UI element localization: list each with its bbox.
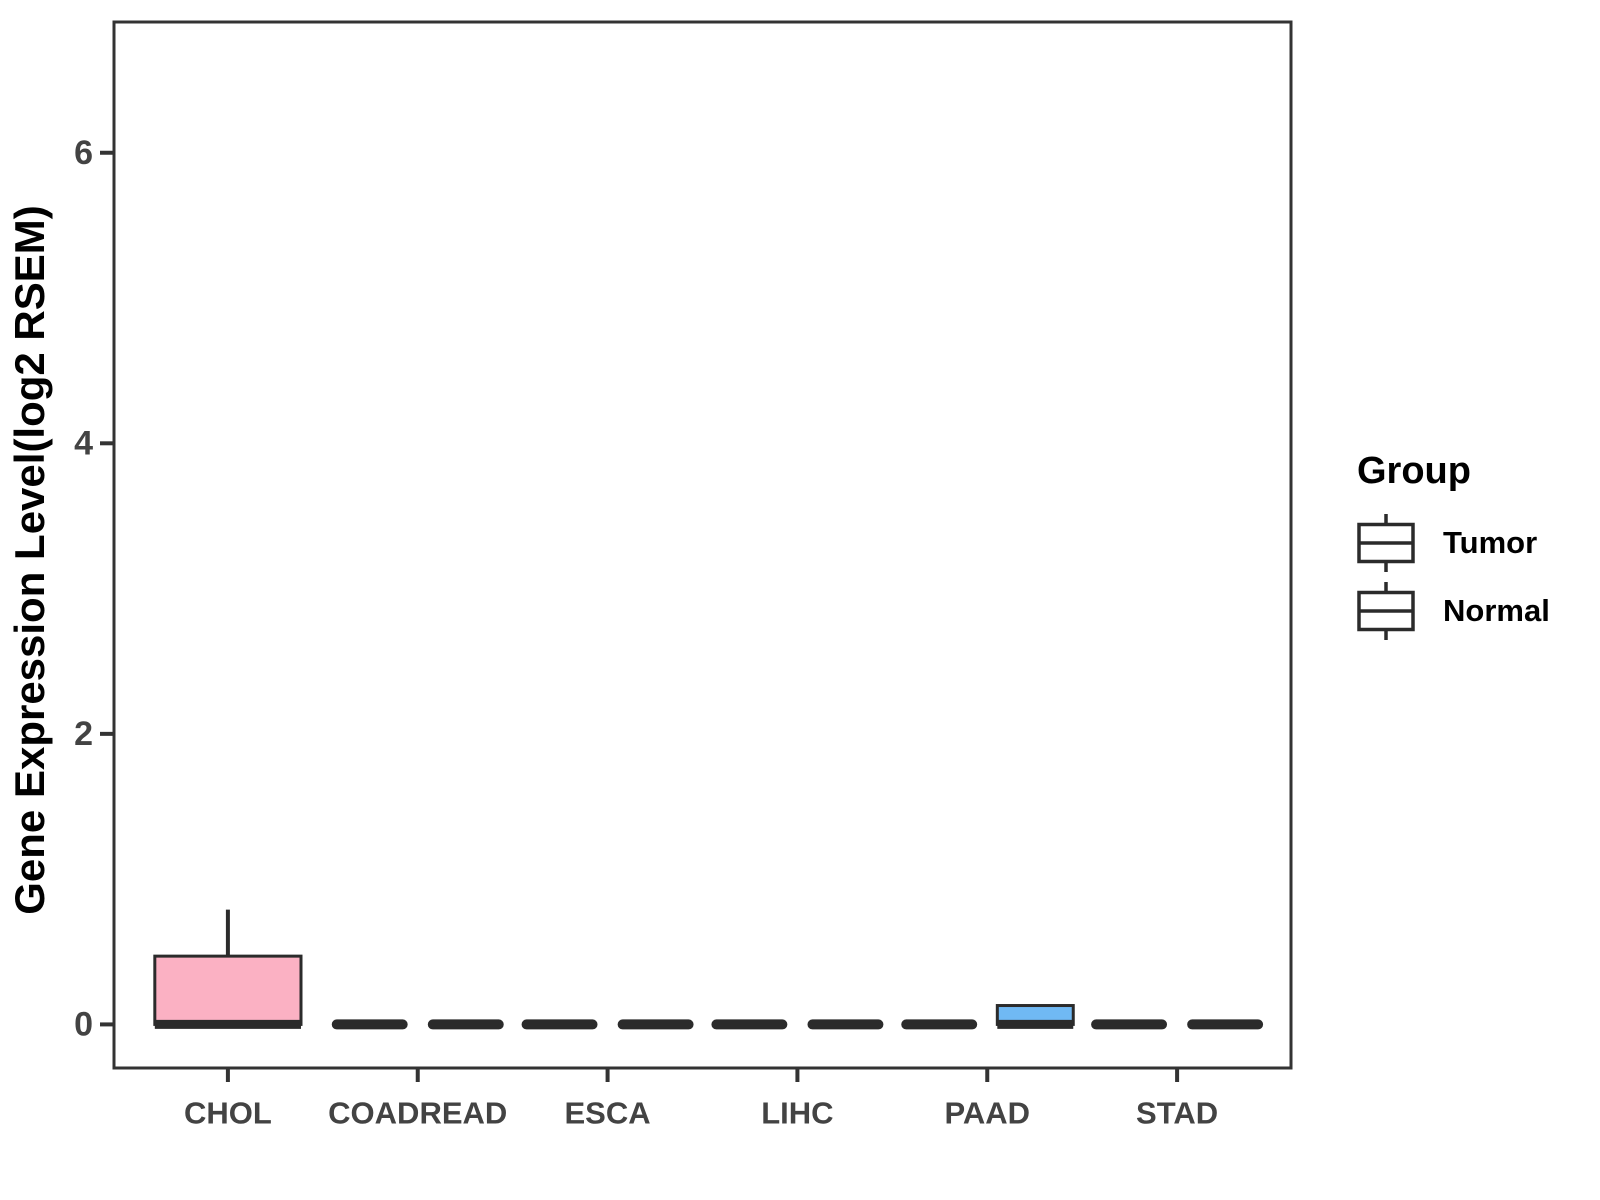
box-COADREAD-Tumor-collapsed [331, 1019, 408, 1030]
panel-border [112, 20, 1293, 1070]
y-tick-label-4: 4 [74, 424, 93, 462]
tumor-boxplot-key-icon [1357, 514, 1415, 572]
x-tick-label-COADREAD: COADREAD [328, 1096, 507, 1131]
legend-label-normal: Normal [1443, 593, 1550, 628]
box-COADREAD-Normal-collapsed [427, 1019, 504, 1030]
plot-area: 0 2 4 6 CHOL COADREAD ESCA LIHC PAAD STAD [74, 20, 1293, 1131]
x-tick-label-ESCA: ESCA [565, 1096, 651, 1131]
box-LIHC-Tumor-collapsed [711, 1019, 788, 1030]
x-tick-label-LIHC: LIHC [761, 1096, 833, 1131]
x-tick-label-STAD: STAD [1136, 1096, 1218, 1131]
y-tick-label-2: 2 [74, 715, 93, 753]
legend-entry-tumor: Tumor [1357, 514, 1597, 572]
normal-boxplot-key-icon [1357, 582, 1415, 640]
box-STAD-Tumor-collapsed [1091, 1019, 1168, 1030]
x-tick-label-CHOL: CHOL [184, 1096, 272, 1131]
y-axis-title: Gene Expression Level(log2 RSEM) [6, 205, 53, 915]
box-ESCA-Normal-collapsed [617, 1019, 694, 1030]
y-tick-label-0: 0 [74, 1005, 93, 1043]
box-LIHC-Normal-collapsed [807, 1019, 884, 1030]
box-STAD-Normal-collapsed [1187, 1019, 1264, 1030]
box-CHOL-Tumor [153, 954, 303, 1026]
box-ESCA-Tumor-collapsed [521, 1019, 598, 1030]
legend: Group Tumor Normal [1357, 451, 1597, 640]
legend-label-tumor: Tumor [1443, 525, 1538, 560]
box-PAAD-Tumor-collapsed [901, 1019, 978, 1030]
x-tick-label-PAAD: PAAD [944, 1096, 1030, 1131]
legend-title: Group [1357, 450, 1471, 492]
legend-entry-normal: Normal [1357, 582, 1597, 640]
y-tick-label-6: 6 [74, 134, 93, 172]
